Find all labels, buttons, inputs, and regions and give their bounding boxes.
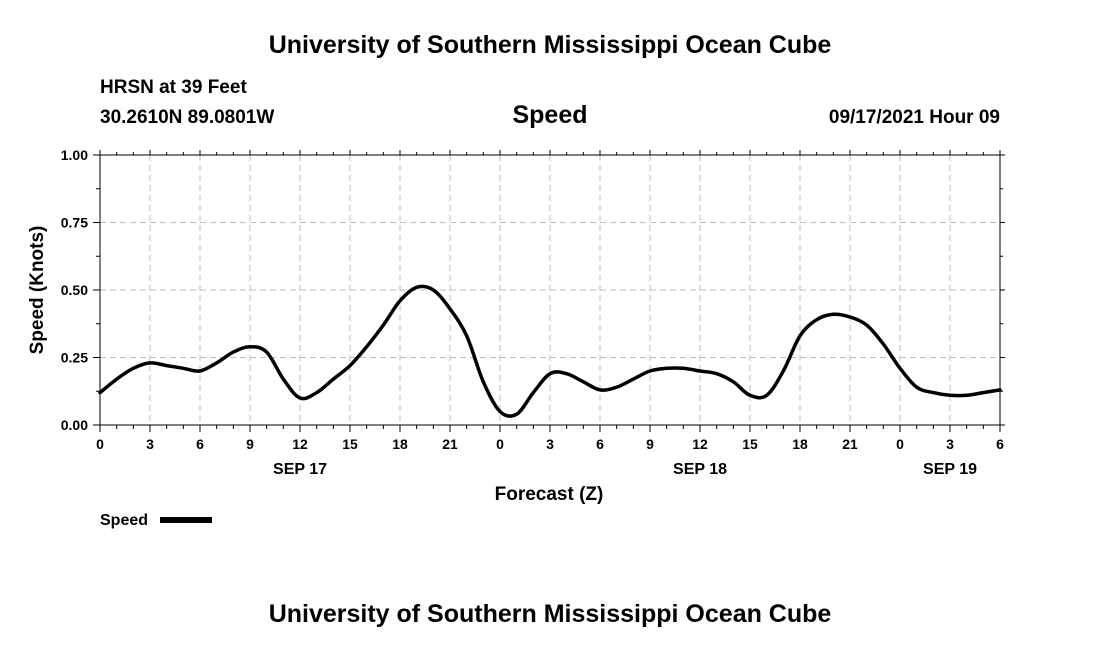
x-tick-label: 3 [146,436,154,452]
station-label: HRSN at 39 Feet [100,77,247,98]
x-tick-label: 6 [996,436,1004,452]
x-tick-label: 6 [596,436,604,452]
x-tick-label: 21 [442,436,458,452]
x-tick-label: 6 [196,436,204,452]
chart-title: Speed [512,101,588,129]
bottom-title: University of Southern Mississippi Ocean… [268,600,832,628]
series [98,284,1002,418]
top-title: University of Southern Mississippi Ocean… [268,31,832,59]
x-tick-label: 0 [96,436,104,452]
axes [93,150,1005,432]
date-label: SEP 19 [923,461,977,478]
y-tick-label: 0.00 [61,417,88,433]
x-tick-label: 21 [842,436,858,452]
date-label: SEP 18 [673,461,727,478]
x-tick-label: 18 [792,436,808,452]
y-axis-label: Speed (Knots) [27,226,48,355]
x-tick-label: 0 [896,436,904,452]
x-tick-label: 12 [292,436,308,452]
x-tick-label: 9 [646,436,654,452]
x-axis-label: Forecast (Z) [495,484,604,505]
x-tick-label: 12 [692,436,708,452]
x-tick-label: 0 [496,436,504,452]
y-tick-label: 0.75 [61,215,88,231]
x-tick-label: 15 [742,436,758,452]
date-label: SEP 17 [273,461,327,478]
legend-swatch [160,517,212,523]
legend-label: Speed [100,512,148,529]
x-tick-label: 18 [392,436,408,452]
legend: Speed [100,512,212,529]
x-tick-label: 3 [946,436,954,452]
forecast-datetime: 09/17/2021 Hour 09 [828,107,1000,128]
x-tick-label: 15 [342,436,358,452]
y-tick-label: 1.00 [61,147,88,163]
x-tick-label: 9 [246,436,254,452]
speed-series-line [98,284,1002,418]
x-tick-label: 3 [546,436,554,452]
coordinates-label: 30.2610N 89.0801W [100,107,275,128]
y-tick-label: 0.25 [61,350,88,366]
y-tick-label: 0.50 [61,282,88,298]
grid [100,155,1000,425]
tick-labels: 0 3 6 9 12 15 18 21 0 3 6 9 12 15 18 21 0 3 6 0.00 0.25 0.50 0… [61,147,1004,478]
